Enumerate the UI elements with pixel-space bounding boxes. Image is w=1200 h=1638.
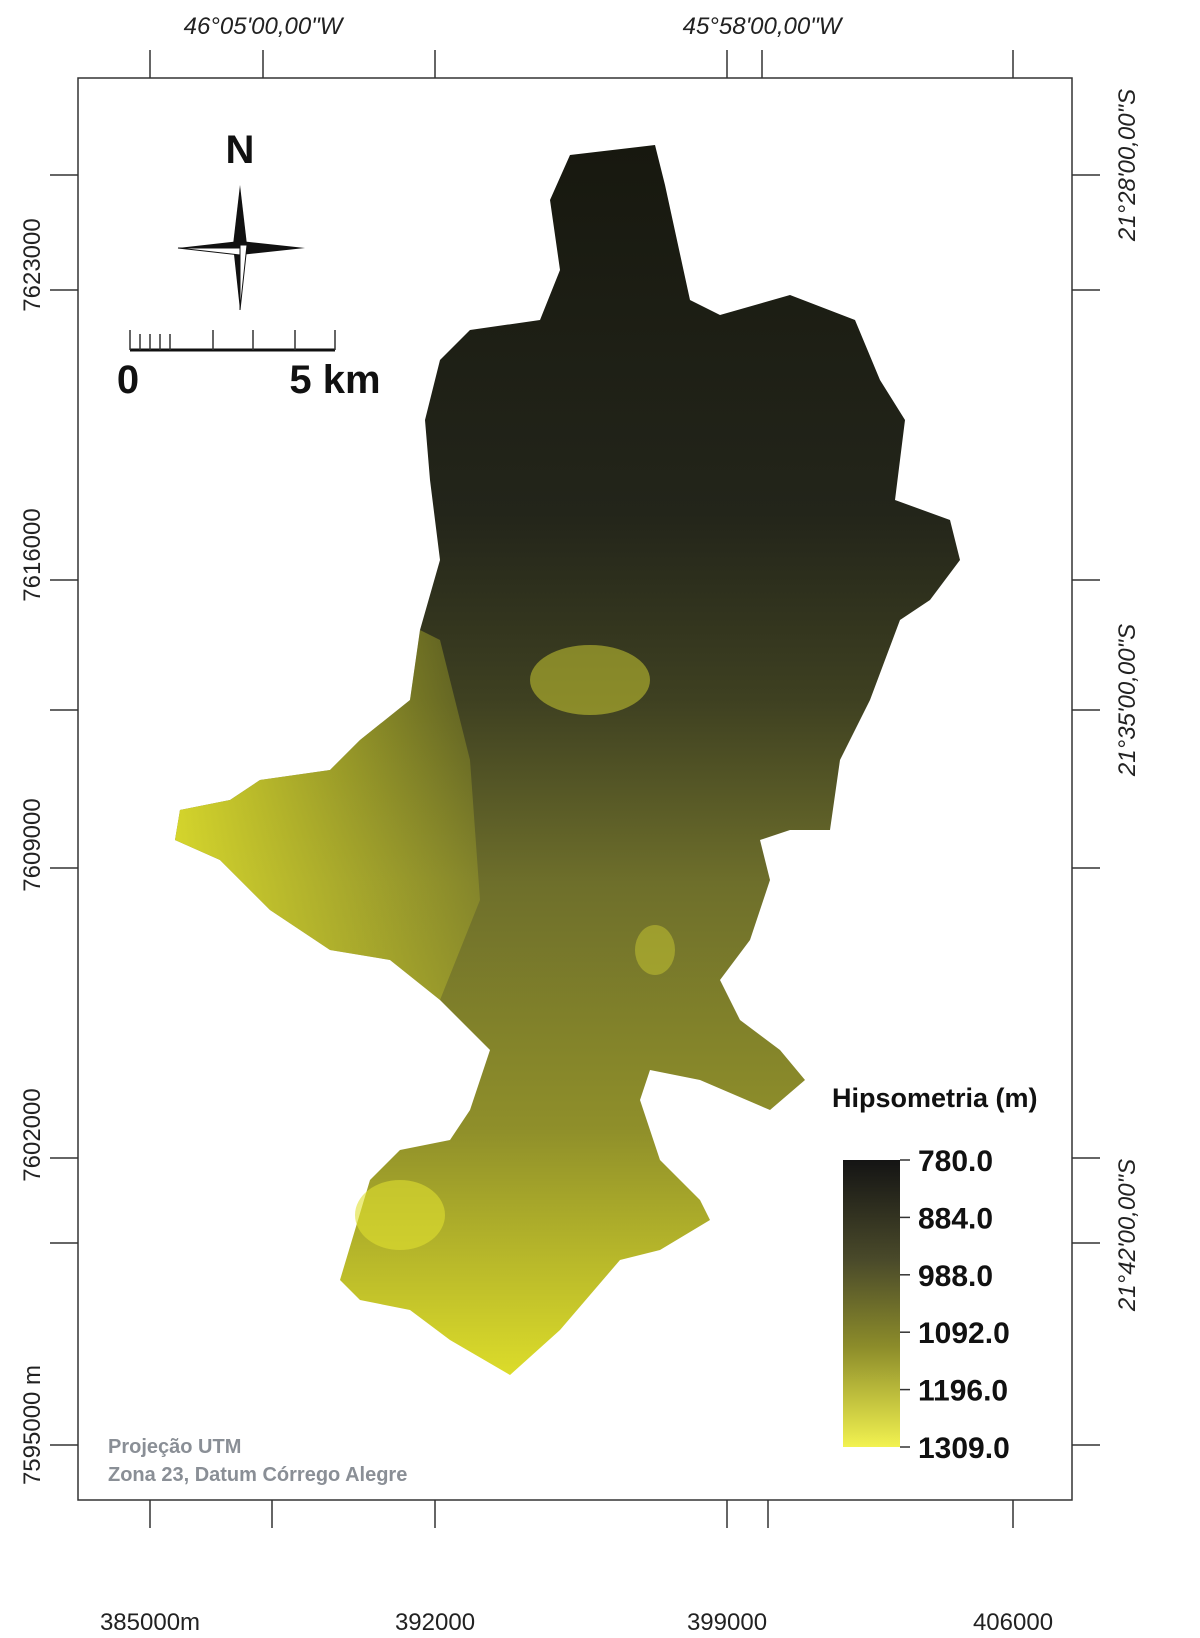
left-coord-label: 7616000: [19, 508, 46, 601]
bottom-coord-label: 385000m: [100, 1609, 200, 1636]
left-coord-label: 7609000: [19, 798, 46, 891]
legend-label: 1196.0: [918, 1375, 1008, 1408]
legend-label: 1309.0: [918, 1432, 1010, 1465]
scale-end: 5 km: [289, 358, 380, 402]
map: N 0 5 km 46°05'00,00"W 45°58'00,00"W 21°…: [0, 0, 1200, 1638]
right-coord-label: 21°35'00,00"S: [1114, 624, 1141, 777]
top-coord-label: 46°05'00,00"W: [184, 13, 345, 40]
bottom-coord-label: 406000: [973, 1609, 1053, 1636]
left-coord-label: 7602000: [19, 1088, 46, 1181]
legend-label: 780.0: [918, 1145, 993, 1178]
legend-colorbar: [843, 1160, 900, 1447]
legend-label: 988.0: [918, 1260, 993, 1293]
projection-note: Projeção UTM: [108, 1436, 241, 1458]
scale-bar: 0 5 km: [117, 330, 381, 402]
relief-peak: [355, 1180, 445, 1250]
north-label: N: [226, 128, 255, 172]
bottom-coord-label: 399000: [687, 1609, 767, 1636]
north-arrow: N: [178, 128, 305, 310]
left-coord-label: 7623000: [19, 218, 46, 311]
relief-peak: [530, 645, 650, 715]
relief-highland: [175, 630, 480, 1000]
legend: Hipsometria (m) 780.0 884.0 988.0 1092.0 119…: [832, 1083, 1038, 1465]
relief-peak: [635, 925, 675, 975]
bottom-coord-label: 392000: [395, 1609, 475, 1636]
right-coord-label: 21°28'00,00"S: [1114, 89, 1141, 242]
right-coord-label: 21°42'00,00"S: [1114, 1159, 1141, 1312]
relief-area: [175, 145, 960, 1375]
legend-label: 1092.0: [918, 1317, 1010, 1350]
top-coord-label: 45°58'00,00"W: [683, 13, 844, 40]
datum-note: Zona 23, Datum Córrego Alegre: [108, 1464, 407, 1486]
scale-start: 0: [117, 358, 139, 402]
left-coord-label: 7595000 m: [19, 1365, 46, 1485]
legend-title: Hipsometria (m): [832, 1083, 1038, 1113]
page: N 0 5 km 46°05'00,00"W 45°58'00,00"W 21°…: [0, 0, 1200, 1638]
basin: [175, 145, 960, 1375]
legend-label: 884.0: [918, 1202, 993, 1235]
